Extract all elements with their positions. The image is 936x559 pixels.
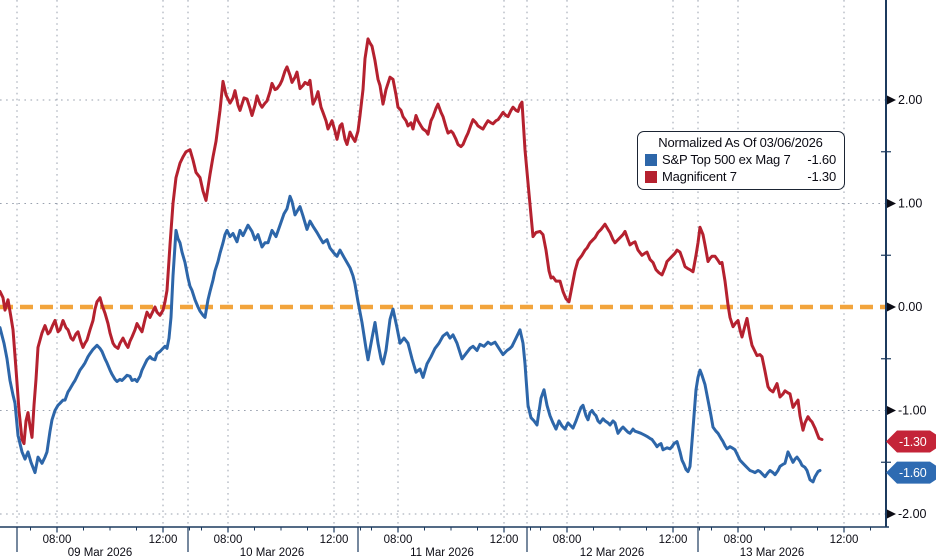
date-label: 10 Mar 2026 (240, 547, 305, 559)
date-label: 09 Mar 2026 (68, 547, 133, 559)
y-tick-arrow-icon (887, 406, 896, 415)
y-tick-label: -2.00 (898, 507, 927, 521)
series-line-sp-top-500-ex-mag-7 (0, 194, 822, 484)
time-tick-label: 08:00 (384, 534, 413, 546)
y-tick-label: -1.00 (898, 404, 927, 418)
legend-label-magnificent-7: Magnificent 7 (662, 169, 737, 184)
last-value-badge-magnificent-7: -1.30 (886, 430, 936, 453)
time-tick-label: 08:00 (724, 534, 753, 546)
date-label: 11 Mar 2026 (410, 547, 474, 559)
last-value-badge-sp500-ex-mag7-text: -1.60 (899, 465, 927, 480)
last-value-badge-magnificent-7-text: -1.30 (899, 434, 927, 449)
time-tick-label: 12:00 (830, 534, 859, 546)
date-label: 13 Mar 2026 (740, 547, 805, 559)
axis-frame (0, 0, 889, 528)
y-tick-label: 0.00 (898, 300, 922, 314)
y-tick-arrow-icon (887, 95, 896, 105)
y-axis-labels: 2.00 1.00 0.00 -1.00 -2.00 (881, 93, 927, 521)
legend-swatch-sp500-ex-mag7 (645, 153, 657, 166)
time-tick-label: 08:00 (43, 534, 72, 546)
y-tick-label: 2.00 (898, 93, 922, 107)
time-tick-label: 12:00 (149, 534, 178, 546)
legend-row-sp500-ex-mag7: S&P Top 500 ex Mag 7 -1.60 (645, 151, 836, 168)
time-tick-label: 12:00 (320, 534, 349, 546)
time-tick-label: 08:00 (214, 534, 243, 546)
time-tick-label: 12:00 (659, 534, 688, 546)
y-tick-label: 1.00 (898, 197, 922, 211)
legend-value-sp500-ex-mag7: -1.60 (807, 152, 836, 167)
date-label: 12 Mar 2026 (580, 547, 645, 559)
last-value-badge-sp500-ex-mag7: -1.60 (886, 461, 936, 484)
legend-swatch-magnificent-7 (645, 170, 657, 183)
legend-title: Normalized As Of 03/06/2026 (658, 135, 823, 150)
time-tick-label: 12:00 (490, 534, 519, 546)
legend-value-magnificent-7: -1.30 (807, 169, 836, 184)
y-tick-arrow-icon (887, 302, 896, 312)
legend-row-magnificent-7: Magnificent 7 -1.30 (645, 168, 836, 185)
time-tick-label: 08:00 (553, 534, 582, 546)
horizontal-gridlines (0, 99, 886, 515)
legend-label-sp500-ex-mag7: S&P Top 500 ex Mag 7 (662, 152, 791, 167)
y-tick-arrow-icon (887, 509, 896, 519)
vertical-gridlines (16, 0, 845, 527)
legend[interactable]: Normalized As Of 03/06/2026 S&P Top 500 … (637, 131, 845, 190)
y-tick-arrow-icon (887, 199, 896, 208)
series-line-magnificent-7 (0, 37, 824, 446)
